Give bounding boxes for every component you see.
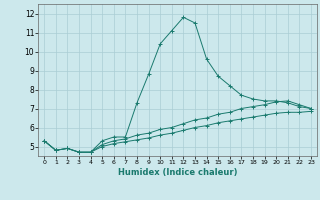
- X-axis label: Humidex (Indice chaleur): Humidex (Indice chaleur): [118, 168, 237, 177]
